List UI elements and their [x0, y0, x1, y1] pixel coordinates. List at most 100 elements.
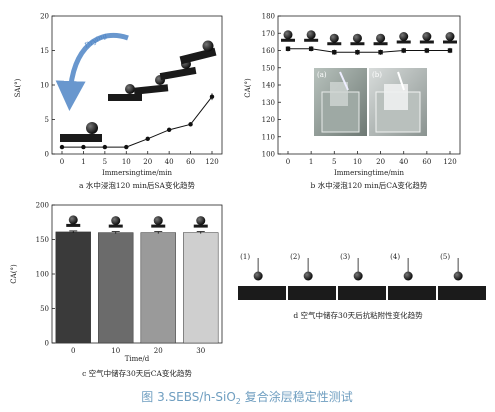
x-tick-label: 20 [143, 158, 152, 166]
ca-data-point [355, 50, 360, 55]
ca-substrate [419, 40, 434, 44]
ca-bar-droplet [68, 215, 78, 225]
adhesion-panel: (5) [438, 252, 486, 302]
y-tick-label: 140 [262, 82, 275, 90]
adhesion-panel: (4) [388, 252, 436, 302]
y-tick-label: 200 [36, 202, 49, 210]
ca-bar-droplet [111, 216, 121, 226]
sa-droplet-2 [108, 84, 142, 101]
x-tick-label: 10 [111, 347, 120, 355]
panel-b-xlabel: Immersingtime/min [334, 169, 404, 177]
panel-a-caption: a 水中浸泡120 min后SA变化趋势 [79, 180, 195, 190]
sa-data-point [124, 144, 129, 150]
sa-data-point [102, 144, 108, 150]
drying-annotation: Drying [82, 31, 108, 50]
sa-droplet-5 [179, 40, 217, 65]
ca-droplet [399, 32, 409, 41]
inset-label-b: (b) [372, 71, 382, 79]
ca-data-point [285, 46, 291, 51]
y-tick-label: 0 [45, 151, 49, 159]
sa-droplet-4 [159, 59, 197, 81]
panel-a-series [59, 93, 215, 150]
ca-bar-substrate [108, 224, 123, 228]
x-tick-label: 5 [103, 158, 107, 166]
ca-droplet [352, 33, 362, 43]
panel-a-ylabel: SA(°) [14, 78, 22, 97]
ca-bar-substrate [151, 224, 166, 228]
x-tick-label: 20 [154, 347, 163, 355]
x-tick-label: 30 [196, 347, 205, 355]
inset-photo-a: (a) [314, 68, 367, 136]
inset-label-a: (a) [317, 71, 327, 79]
panel-c-y-ticks: 0 50 100 150 200 [36, 202, 55, 348]
adhesion-substrate [388, 286, 436, 300]
panel-d-caption: d 空气中储存30天后抗粘附性变化趋势 [293, 310, 423, 320]
panel-b-x-ticks: 0 1 5 10 20 40 60 120 [286, 151, 457, 166]
y-tick-label: 120 [262, 116, 275, 124]
sa-data-point [166, 127, 172, 133]
y-tick-label: 100 [262, 151, 275, 159]
figure-caption-subscript: 2 [236, 397, 241, 406]
panel-c: 0 50 100 150 200 0 10 20 30 CA(°) Time/d c 空气中储… [10, 202, 223, 378]
figure-caption: 图 3.SEBS/h-SiO2 复合涂层稳定性测试 [141, 389, 352, 406]
ca-substrate [304, 38, 319, 42]
ca-substrate [396, 40, 411, 44]
adhesion-substrate [288, 286, 336, 300]
adhesion-panel-label: (3) [340, 253, 350, 261]
adhesion-panel: (1) [238, 252, 286, 302]
panel-a-y-ticks: 0 5 10 15 20 [40, 13, 55, 159]
ca-substrate [350, 42, 365, 46]
x-tick-label: 10 [122, 158, 131, 166]
x-tick-label: 120 [443, 158, 456, 166]
ca-droplet [306, 30, 316, 40]
x-tick-label: 0 [60, 158, 64, 166]
adhesion-panel-label: (1) [240, 253, 250, 261]
ca-droplet [422, 32, 432, 41]
sa-data-point [59, 144, 65, 150]
ca-bar [183, 232, 219, 344]
ca-series-line [288, 48, 450, 53]
adhesion-substrate [338, 286, 386, 300]
panel-c-bars [55, 215, 219, 344]
ca-bar-droplet [153, 216, 163, 226]
ca-data-point [401, 48, 406, 53]
sa-droplet-1 [60, 122, 102, 142]
panel-b-ylabel: CA(°) [244, 78, 252, 98]
adhesion-substrate [238, 286, 286, 300]
panel-a-xlabel: Immersingtime/min [102, 169, 172, 177]
x-tick-label: 40 [165, 158, 174, 166]
x-tick-label: 40 [399, 158, 408, 166]
ca-substrate [327, 42, 342, 46]
x-tick-label: 60 [422, 158, 431, 166]
y-tick-label: 160 [262, 47, 275, 55]
ca-droplet [329, 33, 339, 43]
adhesion-droplet [303, 271, 313, 281]
ca-bar [140, 232, 176, 344]
y-tick-label: 5 [45, 116, 49, 124]
adhesion-panel-label: (2) [290, 253, 300, 261]
panel-b-y-ticks: 100 110 120 130 140 150 160 170 180 [262, 13, 281, 159]
panel-a-frame [51, 15, 223, 155]
x-tick-label: 20 [376, 158, 385, 166]
sa-data-point [81, 144, 86, 150]
figure-caption-main: 图 3.SEBS/h-SiO [141, 390, 235, 404]
ca-bar-droplet [196, 216, 206, 226]
adhesion-panel-label: (5) [440, 253, 450, 261]
ca-data-point [308, 46, 314, 51]
drying-arrow [55, 32, 129, 111]
adhesion-substrate [438, 286, 486, 300]
sa-data-point [209, 94, 215, 99]
sa-data-point [145, 136, 150, 142]
ca-droplet [376, 33, 386, 43]
x-tick-label: 120 [205, 158, 218, 166]
x-tick-label: 10 [353, 158, 362, 166]
ca-bar-substrate [66, 223, 81, 227]
x-tick-label: 0 [286, 158, 290, 166]
y-tick-label: 50 [40, 305, 49, 313]
y-tick-label: 130 [262, 99, 275, 107]
ca-substrate [281, 38, 295, 42]
y-tick-label: 20 [40, 13, 49, 21]
panel-b-caption: b 水中浸泡120 min后CA变化趋势 [311, 180, 428, 190]
